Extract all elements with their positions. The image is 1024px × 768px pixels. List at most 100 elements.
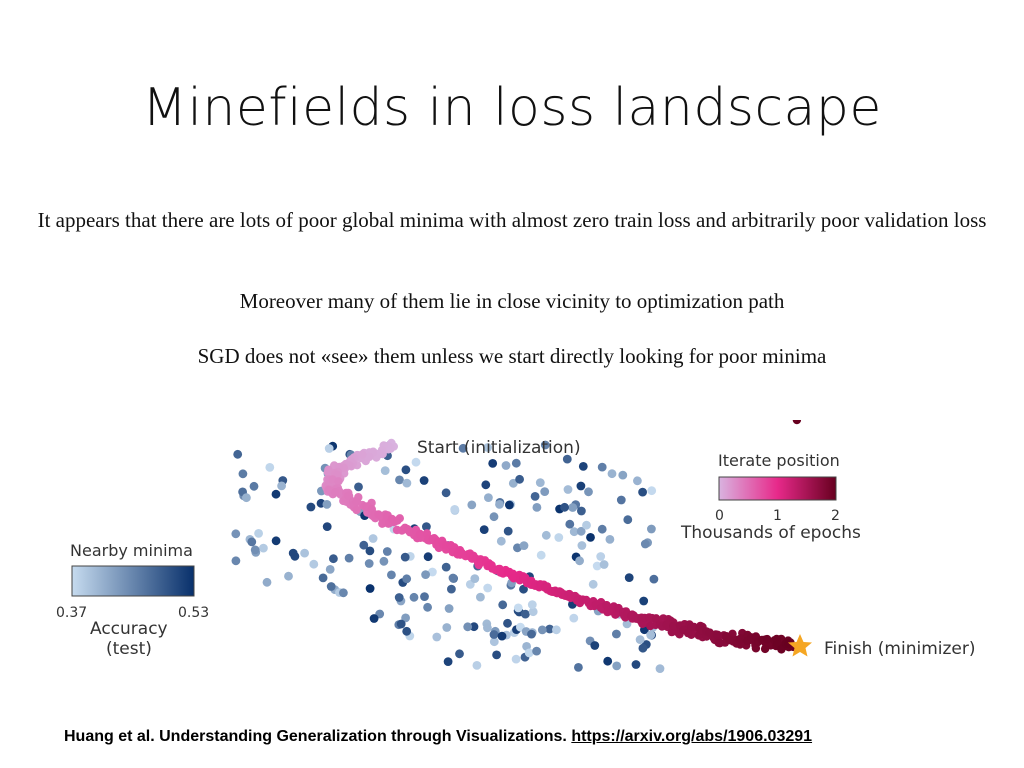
nearby-minimum-point [503,526,513,536]
nearby-minimum-point [249,481,259,491]
nearby-minimum-point [402,626,412,636]
nearby-minimum-point [552,625,561,635]
nearby-minimum-point [483,443,492,452]
nearby-minimum-point [458,443,468,453]
nearby-minimum-point [277,481,286,491]
path-point [762,634,772,644]
nearby-minimum-point [569,613,579,623]
nearby-minimum-point [569,527,579,537]
nearby-minimum-point [575,556,584,566]
nearby-minimum-point [489,630,499,639]
iterate-position-legend: Iterate position 0 1 2 Thousands of epoc… [680,451,861,543]
nearby-minimum-point [554,533,564,542]
nearby-minimum-point [428,567,437,577]
nearby-minimum-point [394,593,404,602]
nearby-minimum-point [382,547,392,556]
nearby-minimum-point [560,502,569,512]
nearby-minimum-point [306,502,316,512]
path-point [777,645,786,654]
loss-landscape-figure: Start (initialization) Finish (minimizer… [0,420,1024,720]
nearby-minimum-point [484,493,493,502]
nearby-minimum-point [497,631,507,641]
nearby-minimum-point [647,524,656,534]
nearby-minimum-point [432,632,442,642]
nearby-minima-legend: Nearby minima 0.37 0.53 Accuracy (test) [56,541,209,659]
nearby-minimum-point [635,635,645,644]
path-point [651,614,661,623]
finish-star-icon [788,634,812,657]
nearby-minimum-point [450,505,460,514]
nearby-minimum-point [563,485,573,494]
nearby-minimum-point [527,629,536,639]
nearby-minimum-point [483,623,492,633]
nearby-minimum-point [364,559,374,568]
path-point [751,644,761,653]
nearby-minimum-point [588,579,598,589]
nearby-minimum-point [463,622,473,632]
nearby-minimum-point [616,495,626,505]
nearby-minimum-point [288,548,298,558]
nearby-minimum-point [562,454,572,464]
nearby-minimum-point [359,540,369,550]
nearby-minimum-point [401,613,410,623]
citation-text: Huang et al. Understanding Generalizatio… [64,728,567,745]
path-point [760,644,770,654]
nearby-minimum-point [578,462,588,471]
citation-link[interactable]: https://arxiv.org/abs/1906.03291 [571,728,813,745]
nearby-minimum-point [527,600,537,609]
nearby-minimum-point [640,539,650,549]
nearby-minimum-point [623,515,633,525]
loss-landscape-svg: Start (initialization) Finish (minimizer… [56,420,976,673]
nearby-minimum-point [590,641,600,650]
nearby-minimum-point [605,535,615,544]
nearby-minimum-point [318,573,328,583]
nearby-minimum-point [400,552,410,562]
nearby-minimum-point [322,500,332,509]
nearby-minimum-point [535,478,545,487]
path-point [669,621,678,631]
nearby-minimum-point [508,478,518,488]
iterate-tick-1: 1 [773,508,782,524]
nearby-minimum-point [584,487,593,497]
path-point [374,510,383,519]
nearby-minimum-point [631,660,641,669]
nearby-minimum-point [324,444,334,453]
nearby-minimum-point [603,656,613,666]
nearby-minimum-point [638,487,647,497]
nearby-minimum-point [354,482,363,492]
nearby-minimum-point [422,522,431,531]
iterate-axis-label: Thousands of epochs [680,523,861,543]
nearby-minimum-point [472,661,482,670]
nearby-minimum-point [597,524,607,534]
nearby-minimum-point [467,500,477,510]
nearby-minimum-point [545,624,555,634]
nearby-minimum-point [365,546,375,556]
nearby-legend-title: Nearby minima [70,541,193,560]
nearby-minimum-point [479,525,489,534]
nearby-minimum-point [646,630,656,640]
nearby-minimum-point [247,537,257,547]
nearby-minimum-point [231,529,241,539]
nearby-minimum-point [420,592,429,601]
nearby-minimum-point [365,584,375,593]
nearby-minimum-point [495,500,504,509]
nearby-minimum-point [402,574,412,584]
nearby-minimum-point [238,469,248,479]
nearby-minimum-point [624,573,634,582]
nearby-minimum-point [524,648,534,658]
nearby-minimum-point [528,607,538,617]
nearby-minimum-point [233,449,243,459]
nearby-minimum-point [322,522,332,531]
nearby-minimum-point [576,526,586,536]
nearby-minimum-point [622,619,632,629]
nearby-minimum-point [639,596,649,606]
nearby-minimum-point [271,489,281,499]
nearby-minimum-point [401,465,411,475]
citation: Huang et al. Understanding Generalizatio… [64,728,812,746]
path-point [683,628,693,638]
nearby-minimum-point [339,588,348,598]
nearby-minimum-point [369,614,379,623]
nearby-minimum-point [409,592,419,602]
nearby-minimum-point [396,619,406,629]
nearby-minimum-point [532,503,542,512]
